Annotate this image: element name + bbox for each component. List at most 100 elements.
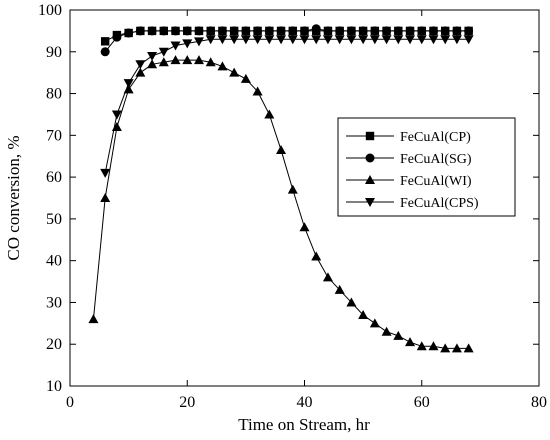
data-point [112,32,122,42]
y-tick-label: 90 [46,44,62,61]
data-point [299,35,310,45]
data-point [334,35,345,45]
data-point [382,26,392,36]
data-point [147,59,158,69]
data-point [322,35,333,45]
data-point [217,61,228,71]
data-point [463,35,474,45]
y-tick-label: 20 [46,336,62,353]
data-point [111,110,122,120]
data-point [253,26,263,36]
x-axis-title: Time on Stream, hr [238,415,370,434]
x-tick-label: 80 [531,394,547,411]
data-point [193,55,204,65]
data-point [322,272,333,282]
data-point [194,26,204,36]
data-point [452,26,462,36]
data-point [405,35,416,45]
data-point [170,41,181,51]
legend-label: FeCuAl(SG) [400,152,472,167]
data-point [358,35,369,45]
data-point [463,343,474,353]
data-point [369,35,380,45]
data-point [287,184,298,194]
series-layer [88,24,474,353]
data-point [171,26,181,36]
data-point [182,55,193,65]
data-point [182,39,193,49]
data-point [205,57,216,67]
data-point [334,284,345,294]
data-point [147,51,158,61]
legend-label: FeCuAl(WI) [400,174,472,189]
data-point [358,309,369,319]
data-point [323,26,333,36]
data-point [100,37,110,46]
legend-label: FeCuAl(CP) [400,130,471,145]
data-point [393,330,404,340]
data-point [217,26,227,36]
data-point [193,37,204,47]
data-point [311,24,321,34]
data-point [393,35,404,45]
data-point [100,193,111,202]
data-point [440,26,450,36]
data-point [451,35,462,45]
data-point [299,222,310,232]
data-point [370,26,380,36]
data-point [287,35,298,45]
data-point [335,26,345,36]
data-point [264,109,275,119]
data-point [346,297,357,307]
data-point [417,26,427,36]
y-tick-label: 100 [38,2,62,19]
data-point [405,337,416,347]
data-point [135,67,146,77]
y-tick-label: 30 [46,294,62,311]
data-point [229,35,240,45]
data-point [416,341,427,351]
data-point [416,35,427,45]
series-triangle-up [88,55,474,353]
data-point [158,47,169,57]
data-point [464,26,474,36]
data-point [428,341,439,351]
x-tick-label: 0 [66,394,74,411]
data-point [229,26,239,36]
data-point [358,26,368,36]
legend-marker [365,175,375,184]
data-point [252,35,263,45]
data-point [311,251,322,261]
data-point [229,67,240,77]
data-point [346,26,356,36]
data-point [276,144,287,154]
data-point [252,86,263,96]
legend-item: FeCuAl(CPS) [346,196,479,211]
y-tick-label: 50 [46,211,62,228]
data-point [240,73,251,83]
data-point [206,26,216,36]
data-point [159,26,169,36]
data-point [124,28,134,38]
data-point [88,314,99,324]
legend-item: FeCuAl(SG) [346,152,472,167]
x-tick-label: 40 [297,394,313,411]
data-point [241,26,251,36]
data-point [276,35,287,45]
data-point [288,26,298,36]
data-point [135,26,145,36]
data-point [240,35,251,45]
y-tick-label: 40 [46,253,62,270]
series-circle [100,24,474,57]
data-point [276,26,286,36]
data-point [393,26,403,36]
x-tick-label: 20 [179,394,195,411]
data-point [311,35,322,45]
data-point [451,343,462,353]
y-axis-title: CO conversion, % [4,135,23,260]
data-point [264,35,275,45]
data-point [217,35,228,45]
data-point [440,35,451,45]
legend-marker [365,153,375,163]
